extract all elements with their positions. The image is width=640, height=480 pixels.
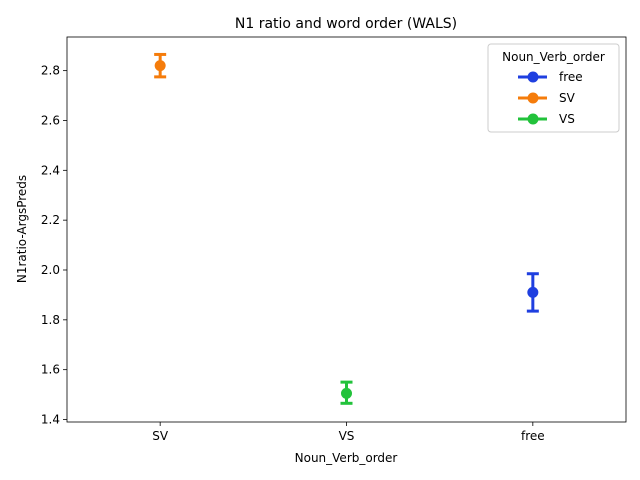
point-free: [526, 272, 539, 313]
legend-marker: [527, 92, 539, 104]
plot-area: 1.4 1.6 1.8 2.0 2.2 2.4 2.6 2.8 SV VS free: [41, 36, 627, 443]
y-tick-label: 2.8: [41, 64, 60, 78]
legend-marker: [527, 113, 539, 125]
point-VS: [340, 380, 353, 405]
legend-label: free: [559, 70, 583, 84]
legend-item-SV: SV: [518, 91, 576, 105]
y-tick-label: 2.2: [41, 213, 60, 227]
y-tick-label: 1.6: [41, 363, 60, 377]
x-tick-label: free: [521, 429, 545, 443]
y-axis-label: N1ratio-ArgsPreds: [15, 175, 29, 283]
y-tick-label: 1.8: [41, 313, 60, 327]
data-point: [154, 60, 166, 72]
x-tick-label: VS: [339, 429, 355, 443]
legend-label: SV: [559, 91, 576, 105]
point-SV: [154, 52, 167, 79]
legend-item-free: free: [518, 70, 583, 84]
x-tick-label: SV: [152, 429, 169, 443]
x-axis-label: Noun_Verb_order: [295, 451, 398, 465]
legend-item-VS: VS: [518, 112, 575, 126]
legend-marker: [527, 71, 539, 83]
legend-label: VS: [559, 112, 575, 126]
legend-box: [487, 43, 620, 133]
chart-title: N1 ratio and word order (WALS): [235, 16, 457, 32]
data-point: [527, 286, 539, 298]
data-point: [341, 387, 352, 399]
y-tick-label: 2.6: [41, 113, 60, 127]
y-tick-label: 2.0: [41, 263, 60, 277]
y-tick-label: 2.4: [41, 163, 60, 177]
legend-title: Noun_Verb_order: [502, 50, 605, 64]
y-tick-label: 1.4: [41, 413, 60, 427]
